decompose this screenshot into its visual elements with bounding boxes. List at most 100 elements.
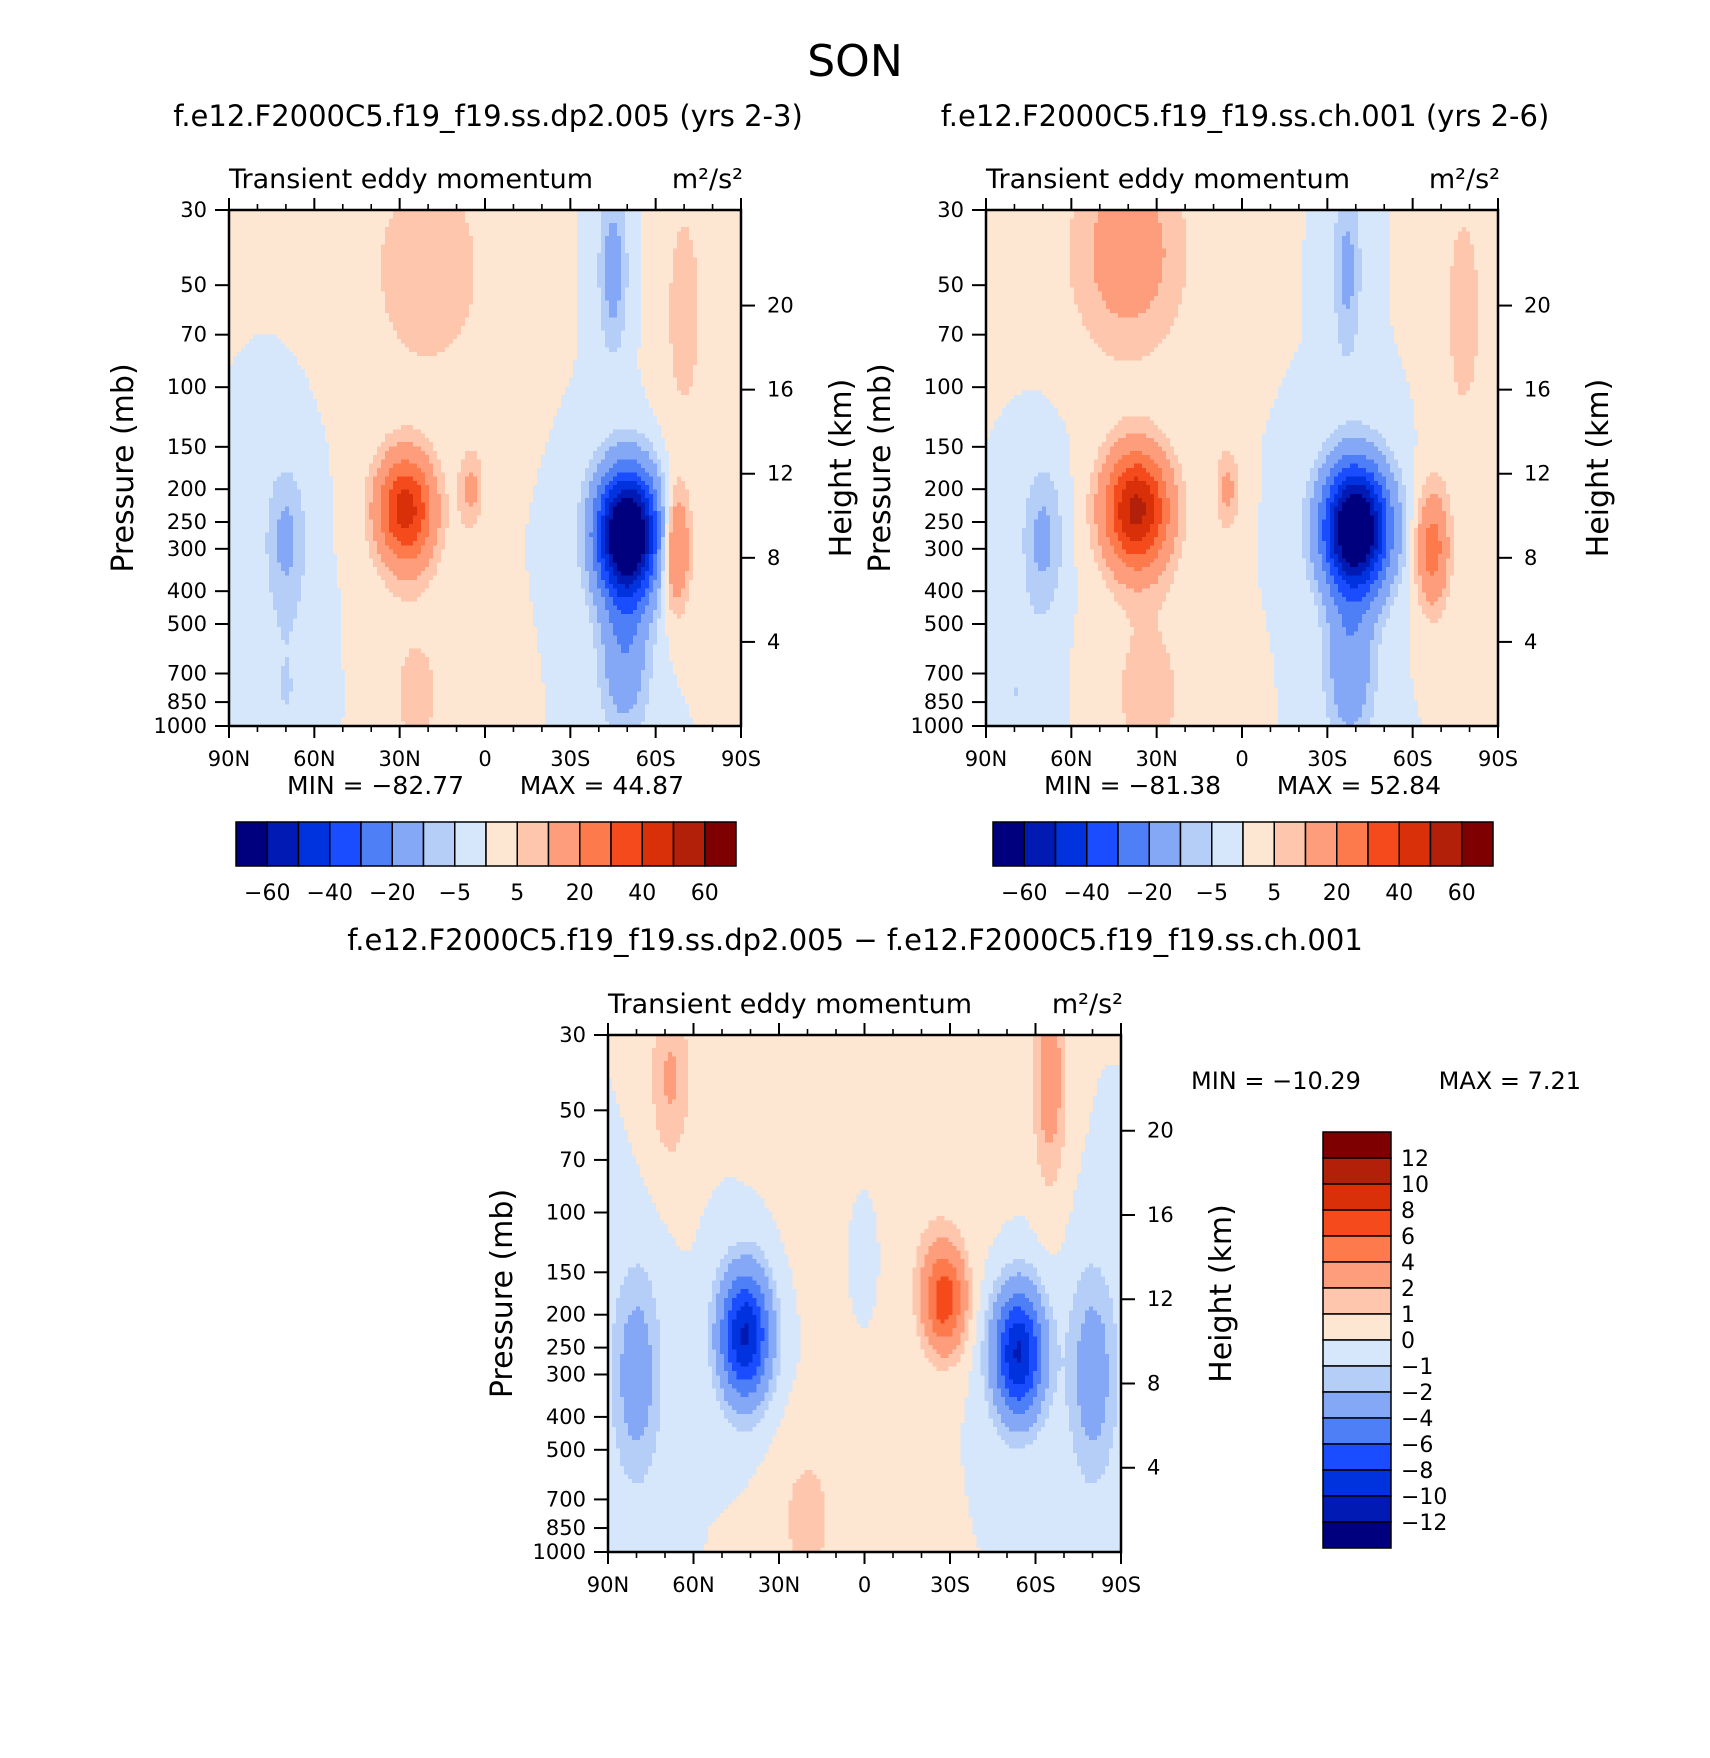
contour-cell [617,222,626,228]
contour-cell [1354,291,1359,297]
contour-cell [1326,575,1335,581]
colorbar-swatch [391,821,425,867]
contour-cell [537,631,594,637]
contour-cell [237,351,294,357]
contour-cell [772,1267,793,1273]
contour-cell [1058,584,1079,589]
contour-cell [649,506,654,512]
contour-cell [1442,592,1451,598]
contour-cell [1366,566,1375,572]
contour-cell [1094,265,1163,271]
contour-cell [385,532,394,538]
contour-cell [1310,511,1319,516]
contour-cell [541,463,590,469]
units-label: m²/s² [1429,164,1500,195]
contour-cell [986,339,1095,344]
contour-cell [1238,463,1263,469]
contour-cell [669,554,690,559]
contour-cell [652,1284,713,1290]
contour-cell [1370,558,1379,564]
contour-cell [385,579,430,585]
contour-cell [986,480,1035,486]
contour-cell [1450,584,1499,589]
contour-cell [597,515,602,521]
contour-cell [1414,687,1499,693]
contour-cell [1346,571,1363,577]
contour-cell [636,1263,641,1269]
contour-cell [1406,558,1411,564]
contour-cell [1126,657,1171,663]
contour-cell [880,1263,918,1269]
contour-cell [1000,1315,1010,1320]
contour-cell [1450,270,1479,276]
contour-cell [1084,1134,1122,1139]
contour-cell [1330,584,1339,589]
contour-cell [573,360,638,366]
contour-cell [656,1103,689,1109]
contour-cell [661,519,666,525]
contour-cell [1062,558,1075,564]
contour-cell [1186,240,1303,245]
contour-cell [593,592,602,598]
contour-cell [1438,597,1447,602]
contour-cell [1118,437,1155,443]
contour-cell [1166,433,1263,439]
contour-cell [605,506,610,512]
contour-cell [986,442,1071,448]
contour-cell [605,287,622,293]
contour-cell [473,291,578,297]
contour-cell [1068,1327,1082,1333]
contour-cell [696,1237,781,1243]
contour-cell [1302,313,1339,319]
contour-cell [1330,523,1335,529]
contour-cell [1162,274,1187,280]
contour-cell [389,222,470,228]
contour-cell [1470,235,1499,241]
contour-cell [321,420,554,426]
subtitle-left: Transient eddy momentum [607,989,972,1020]
contour-cell [848,1284,878,1290]
contour-cell [1104,1065,1122,1071]
y-axis-label-right: Height (km) [1581,379,1616,558]
contour-cell [605,549,610,555]
contour-cell [657,571,662,577]
contour-cell [605,248,622,254]
contour-cell [229,468,330,473]
contour-cell [986,605,1035,611]
contour-cell [620,1284,653,1290]
contour-cell [473,296,578,301]
contour-cell [653,515,658,521]
contour-cell [389,489,402,495]
contour-cell [656,1035,685,1040]
contour-cell [577,308,602,314]
contour-cell [229,554,270,559]
contour-cell [1032,1280,1042,1286]
contour-cell [669,657,742,663]
contour-cell [752,1310,761,1316]
contour-cell [293,528,306,534]
contour-cell [988,1319,998,1325]
contour-cell [1414,554,1419,559]
contour-cell [1378,498,1387,503]
contour-cell [1098,214,1159,220]
contour-cell [601,691,610,697]
contour-cell [1418,562,1427,568]
contour-cell [1218,506,1239,512]
contour-cell [1350,296,1359,301]
contour-cell [585,588,590,594]
contour-cell [1418,429,1499,435]
contour-cell [609,554,614,559]
contour-cell [1378,592,1391,598]
contour-cell [625,317,642,323]
contour-cell [585,468,598,473]
contour-cell [1150,351,1295,357]
contour-cell [605,674,642,680]
contour-cell [585,523,594,529]
contour-cell [1122,683,1175,688]
contour-cell [641,326,670,331]
contour-cell [537,627,594,632]
contour-cell [1314,597,1323,602]
contour-cell [577,265,598,271]
contour-cell [1302,549,1311,555]
contour-cell [1098,472,1111,478]
